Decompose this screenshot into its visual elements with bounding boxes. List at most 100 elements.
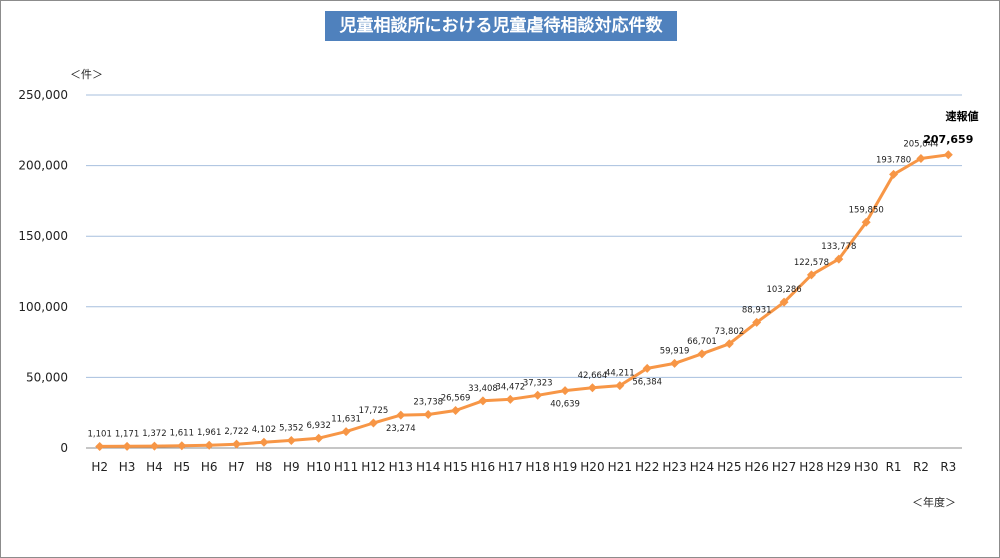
data-label: 42,664 [578,371,608,381]
data-label: 11,631 [331,415,361,425]
y-tick-label: 0 [60,441,68,455]
data-label: 159,850 [849,205,884,215]
data-label: 59,919 [660,346,690,356]
data-point [889,169,899,179]
data-label: 5,352 [279,423,303,433]
data-label: 40,639 [550,400,580,410]
x-tick-label: H25 [717,460,741,474]
y-tick-label: 200,000 [18,159,68,173]
data-label: 1,611 [170,429,194,439]
data-point [834,254,844,264]
x-tick-label: H3 [119,460,136,474]
data-point [642,363,652,373]
data-point [806,270,816,280]
data-label: 1,961 [197,428,221,438]
data-label: 207,659 [923,133,973,146]
data-point [232,439,242,449]
x-tick-label: H12 [361,460,385,474]
x-tick-label: H11 [334,460,358,474]
data-point [697,349,707,359]
data-label: 6,932 [307,421,331,431]
data-label: 1,171 [115,429,139,439]
y-axis-ticks: 0 50,000 100,000 150,000 200,000 250,000 [18,88,68,455]
data-label: 103,286 [766,285,801,295]
series-line [95,150,953,451]
data-point [423,409,433,419]
data-point [752,317,762,327]
data-point [95,441,105,451]
data-label: 133,778 [821,242,856,252]
x-axis-ticks: H2 H3 H4 H5 H6 H7 H8 H9 H10 H11 H12 H13 H14 H15 H16 H17… [91,460,956,474]
preliminary-annotation: 速報値 [946,109,979,123]
data-label: 73,802 [714,327,744,337]
x-tick-label: H20 [580,460,604,474]
data-label: 23,738 [413,397,443,407]
x-tick-label: H23 [662,460,686,474]
data-label: 56,384 [632,377,662,387]
x-tick-label: H2 [91,460,108,474]
data-point [368,418,378,428]
data-label: 33,408 [468,384,498,394]
data-label: 37,323 [523,378,553,388]
data-label: 26,569 [441,393,471,403]
x-tick-label: H28 [799,460,823,474]
x-tick-label: R2 [913,460,929,474]
series-polyline [99,153,949,448]
data-point [587,383,597,393]
data-label: 34,472 [495,382,525,392]
y-tick-label: 50,000 [26,370,68,384]
data-label: 4,102 [252,425,276,435]
data-label: 2,722 [224,427,248,437]
data-label: 1,372 [142,429,166,439]
data-label: 23,274 [386,424,416,434]
data-labels: 1,101 1,171 1,372 1,611 1,961 2,722 4,102 5,352… [88,133,974,440]
data-point [149,441,159,451]
data-point [341,427,351,437]
data-point [177,441,187,451]
data-point [286,435,296,445]
data-point [943,150,953,160]
x-tick-label: R3 [940,460,956,474]
data-label: 44,211 [605,369,635,379]
data-label: 1,101 [88,429,112,439]
data-point [533,390,543,400]
data-label: 66,701 [687,337,717,347]
data-label: 193.780 [876,155,911,165]
data-point [861,217,871,227]
x-tick-label: H9 [283,460,300,474]
data-point [204,440,214,450]
data-point [670,358,680,368]
x-tick-label: H16 [471,460,495,474]
y-tick-label: 100,000 [18,300,68,314]
x-tick-label: H27 [772,460,796,474]
x-tick-label: H29 [827,460,851,474]
x-unit-label: ＜年度＞ [912,495,956,509]
x-tick-label: H15 [443,460,467,474]
data-label: 205,044 [903,139,938,149]
x-tick-label: H7 [228,460,245,474]
x-tick-label: H19 [553,460,577,474]
grid-lines [86,94,962,449]
data-point [560,386,570,396]
data-point [505,394,515,404]
x-tick-label: H5 [173,460,190,474]
x-tick-label: H13 [389,460,413,474]
x-tick-label: H17 [498,460,522,474]
x-tick-label: H4 [146,460,163,474]
data-point [916,153,926,163]
data-point [451,405,461,415]
chart-title: 児童相談所における児童虐待相談対応件数 [325,11,677,41]
data-label: 88,931 [742,305,772,315]
y-tick-label: 150,000 [18,229,68,243]
data-point [724,339,734,349]
x-tick-label: R1 [886,460,902,474]
data-label: 17,725 [359,406,389,416]
data-label: 122,578 [794,258,829,268]
data-point [478,396,488,406]
x-tick-label: H26 [745,460,769,474]
data-point [259,437,269,447]
x-tick-label: H18 [526,460,550,474]
data-point [779,297,789,307]
